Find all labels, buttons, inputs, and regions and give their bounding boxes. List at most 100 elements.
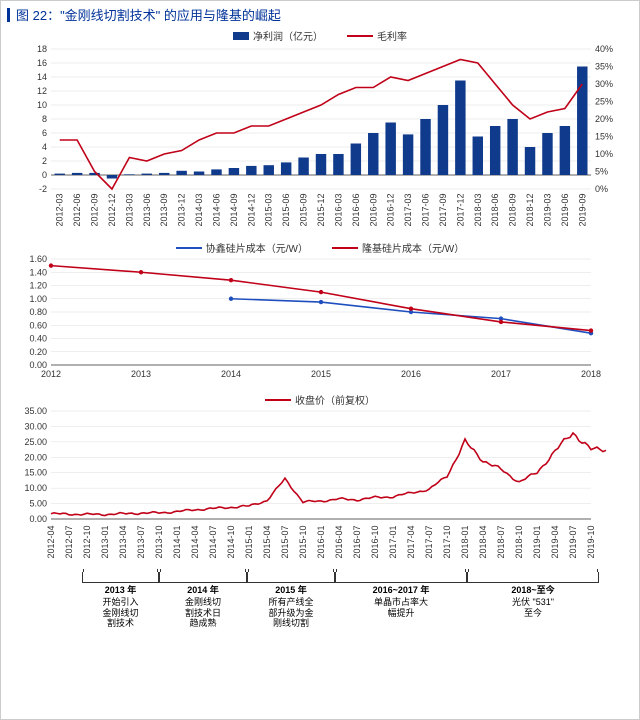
svg-text:2017-04: 2017-04 xyxy=(406,525,416,558)
svg-text:16: 16 xyxy=(37,58,47,68)
svg-text:2017-09: 2017-09 xyxy=(438,193,448,226)
svg-text:2013-12: 2013-12 xyxy=(177,193,187,226)
svg-text:6: 6 xyxy=(42,128,47,138)
chart3-legend: 收盘价（前复权） xyxy=(1,392,639,407)
timeline-segment: 2015 年所有产线全部升级为金刚线切割 xyxy=(247,572,335,628)
svg-text:2018-04: 2018-04 xyxy=(478,525,488,558)
svg-text:8: 8 xyxy=(42,114,47,124)
line-swatch-icon xyxy=(265,399,291,401)
svg-text:0.60: 0.60 xyxy=(29,320,47,330)
svg-text:2019-09: 2019-09 xyxy=(577,193,587,226)
svg-text:0.00: 0.00 xyxy=(29,514,47,524)
svg-text:2013-03: 2013-03 xyxy=(124,193,134,226)
svg-text:2012-09: 2012-09 xyxy=(90,193,100,226)
svg-text:2012-03: 2012-03 xyxy=(55,193,65,226)
svg-text:40%: 40% xyxy=(595,44,613,54)
svg-text:25%: 25% xyxy=(595,97,613,107)
svg-text:2018-10: 2018-10 xyxy=(514,525,524,558)
svg-text:35.00: 35.00 xyxy=(24,407,47,416)
svg-text:15.00: 15.00 xyxy=(24,468,47,478)
svg-text:2016-10: 2016-10 xyxy=(370,525,380,558)
svg-text:2015-04: 2015-04 xyxy=(262,525,272,558)
svg-text:0.40: 0.40 xyxy=(29,334,47,344)
figure-title: 图 22："金刚线切割技术" 的应用与隆基的崛起 xyxy=(16,5,281,24)
svg-text:14: 14 xyxy=(37,72,47,82)
svg-text:2014-09: 2014-09 xyxy=(229,193,239,226)
svg-text:1.20: 1.20 xyxy=(29,281,47,291)
svg-text:2017-06: 2017-06 xyxy=(421,193,431,226)
timeline-segment: 2013 年开始引入金刚线切割技术 xyxy=(82,572,159,628)
line-swatch-icon xyxy=(332,247,358,249)
svg-text:2016-06: 2016-06 xyxy=(351,193,361,226)
svg-text:4: 4 xyxy=(42,142,47,152)
svg-text:18: 18 xyxy=(37,44,47,54)
svg-text:2015-01: 2015-01 xyxy=(244,525,254,558)
timeline-segment: 2014 年金刚线切割技术日趋成熟 xyxy=(159,572,247,628)
svg-text:2018: 2018 xyxy=(581,369,601,379)
svg-text:0%: 0% xyxy=(595,184,608,194)
svg-text:2013-01: 2013-01 xyxy=(100,525,110,558)
svg-text:2018-12: 2018-12 xyxy=(525,193,535,226)
svg-text:20%: 20% xyxy=(595,114,613,124)
svg-text:2018-06: 2018-06 xyxy=(490,193,500,226)
svg-text:2019-07: 2019-07 xyxy=(568,525,578,558)
svg-text:2012: 2012 xyxy=(41,369,61,379)
svg-text:2016-07: 2016-07 xyxy=(352,525,362,558)
svg-text:2016-04: 2016-04 xyxy=(334,525,344,558)
svg-text:2016-01: 2016-01 xyxy=(316,525,326,558)
svg-text:2019-01: 2019-01 xyxy=(532,525,542,558)
chart2-legend: 协鑫硅片成本（元/W） 隆基硅片成本（元/W） xyxy=(1,240,639,255)
bar-swatch-icon xyxy=(233,32,249,40)
svg-text:2015-09: 2015-09 xyxy=(299,193,309,226)
svg-text:35%: 35% xyxy=(595,62,613,72)
svg-text:0.20: 0.20 xyxy=(29,347,47,357)
svg-text:2017-12: 2017-12 xyxy=(455,193,465,226)
svg-text:2017-03: 2017-03 xyxy=(403,193,413,226)
svg-text:2015-07: 2015-07 xyxy=(280,525,290,558)
svg-text:12: 12 xyxy=(37,86,47,96)
svg-text:2014-03: 2014-03 xyxy=(194,193,204,226)
svg-text:2014-12: 2014-12 xyxy=(246,193,256,226)
svg-text:25.00: 25.00 xyxy=(24,437,47,447)
chart3-line: 0.005.0010.0015.0020.0025.0030.0035.0020… xyxy=(1,407,640,567)
svg-text:2015: 2015 xyxy=(311,369,331,379)
svg-text:0: 0 xyxy=(42,170,47,180)
svg-text:2013: 2013 xyxy=(131,369,151,379)
svg-text:2013-06: 2013-06 xyxy=(142,193,152,226)
svg-text:2016-09: 2016-09 xyxy=(368,193,378,226)
svg-text:2013-04: 2013-04 xyxy=(118,525,128,558)
svg-text:10.00: 10.00 xyxy=(24,483,47,493)
svg-text:2012-10: 2012-10 xyxy=(82,525,92,558)
svg-text:15%: 15% xyxy=(595,132,613,142)
svg-text:2017-07: 2017-07 xyxy=(424,525,434,558)
svg-text:2016-03: 2016-03 xyxy=(333,193,343,226)
legend-label: 净利润（亿元） xyxy=(253,28,323,43)
legend-label: 隆基硅片成本（元/W） xyxy=(362,240,464,255)
svg-text:2013-09: 2013-09 xyxy=(159,193,169,226)
svg-text:1.40: 1.40 xyxy=(29,267,47,277)
svg-text:2018-09: 2018-09 xyxy=(508,193,518,226)
svg-text:2012-06: 2012-06 xyxy=(72,193,82,226)
svg-text:-2: -2 xyxy=(39,184,47,194)
svg-text:2015-03: 2015-03 xyxy=(264,193,274,226)
svg-text:2016-12: 2016-12 xyxy=(386,193,396,226)
figure-container: 图 22："金刚线切割技术" 的应用与隆基的崛起 净利润（亿元） 毛利率 -2 0… xyxy=(0,0,640,720)
chart2-line: 0.000.200.400.600.801.001.201.401.602012… xyxy=(1,255,640,385)
svg-text:2014-04: 2014-04 xyxy=(190,525,200,558)
svg-text:2014-06: 2014-06 xyxy=(211,193,221,226)
chart1-combo: -20246810121416180%5%10%15%20%25%30%35%4… xyxy=(1,43,640,233)
svg-text:10: 10 xyxy=(37,100,47,110)
svg-text:2014-07: 2014-07 xyxy=(208,525,218,558)
svg-text:2018-03: 2018-03 xyxy=(473,193,483,226)
line-swatch-icon xyxy=(176,247,202,249)
svg-text:2015-10: 2015-10 xyxy=(298,525,308,558)
svg-text:2017-10: 2017-10 xyxy=(442,525,452,558)
title-row: 图 22："金刚线切割技术" 的应用与隆基的崛起 xyxy=(1,1,639,26)
legend-label: 协鑫硅片成本（元/W） xyxy=(206,240,308,255)
svg-text:2015-06: 2015-06 xyxy=(281,193,291,226)
chart1-legend: 净利润（亿元） 毛利率 xyxy=(1,28,639,43)
svg-text:30.00: 30.00 xyxy=(24,421,47,431)
svg-text:2018-01: 2018-01 xyxy=(460,525,470,558)
svg-text:1.60: 1.60 xyxy=(29,255,47,264)
svg-text:2012-04: 2012-04 xyxy=(46,525,56,558)
